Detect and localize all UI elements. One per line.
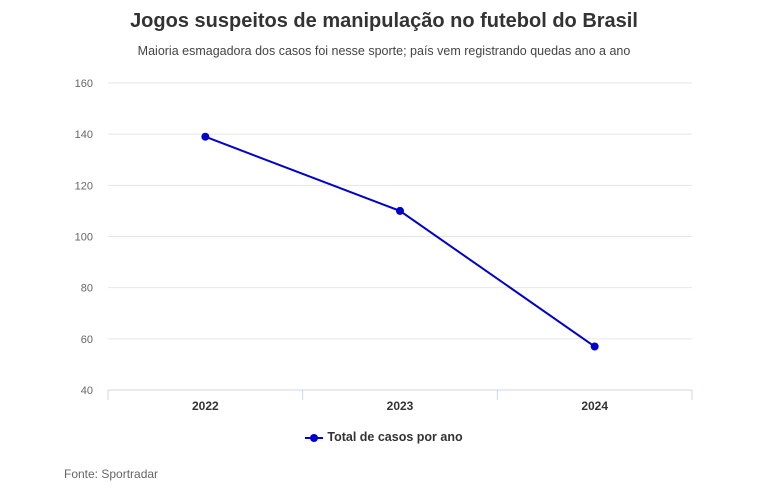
series-line [204, 135, 596, 348]
data-point [396, 206, 404, 215]
y-tick-label: 140 [75, 129, 93, 141]
x-tick-label: 2022 [192, 399, 219, 413]
x-tick-label: 2024 [581, 399, 608, 413]
legend-line-marker-icon [305, 433, 324, 443]
data-point [590, 342, 599, 351]
y-tick-label: 60 [81, 334, 93, 346]
y-tick-label: 120 [75, 180, 93, 192]
y-tick-label: 40 [81, 385, 93, 397]
y-tick-label: 160 [75, 78, 93, 90]
legend-item[interactable]: Total de casos por ano [0, 430, 768, 444]
chart-title: Jogos suspeitos de manipulação no futebo… [130, 10, 638, 32]
chart-subtitle: Maioria esmagadora dos casos foi nesse s… [137, 44, 631, 58]
source-note: Fonte: Sportradar [64, 467, 159, 481]
x-tick-label: 2023 [387, 399, 414, 413]
y-tick-label: 80 [81, 283, 93, 295]
y-tick-label: 100 [75, 232, 93, 244]
data-point [201, 132, 210, 141]
legend-label: Total de casos por ano [327, 430, 463, 444]
